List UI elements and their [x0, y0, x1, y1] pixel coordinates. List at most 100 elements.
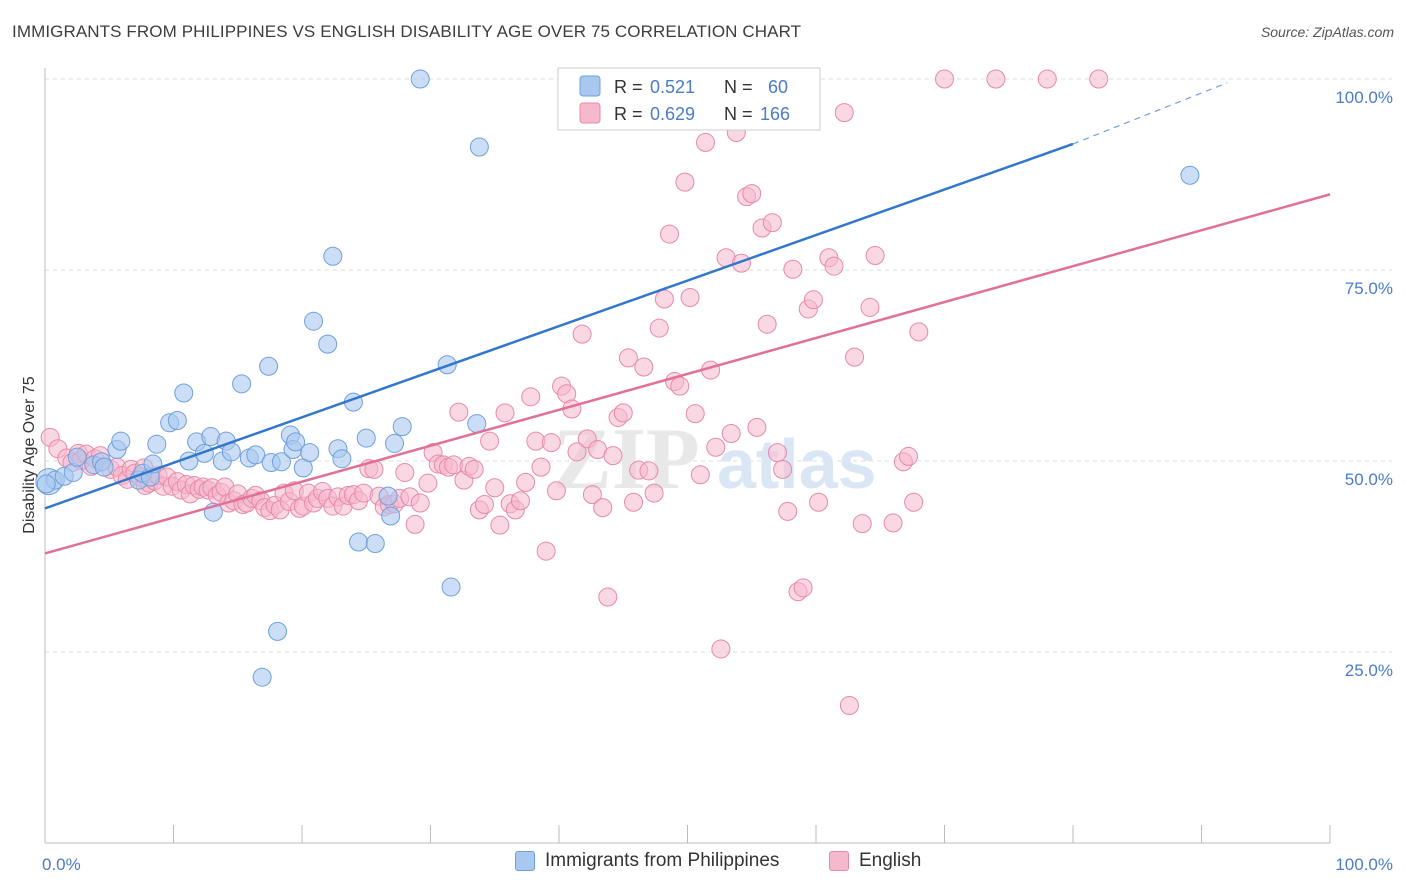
english-points [40, 69, 1109, 715]
english-point [405, 514, 425, 534]
stats-swatch-blue [579, 75, 601, 97]
english-point [711, 639, 731, 659]
y-tick-label-0: 25.0% [1345, 661, 1393, 680]
english-point [1089, 69, 1109, 89]
legend-label-english: English [859, 850, 922, 871]
philippines-point [232, 374, 252, 394]
philippines-point [469, 137, 489, 157]
english-trend-line [44, 193, 1331, 555]
watermark-atlas: atlas [717, 425, 877, 503]
english-point [809, 492, 829, 512]
stats-n-label-blue: N = [724, 77, 753, 97]
english-point [860, 297, 880, 317]
philippines-trend-line [44, 142, 1074, 510]
english-point [899, 446, 919, 466]
english-point [395, 462, 415, 482]
english-point [778, 501, 798, 521]
english-point [852, 514, 872, 534]
philippines-point [252, 667, 272, 687]
philippines-point [318, 334, 338, 354]
english-point [1037, 69, 1057, 89]
english-point [624, 492, 644, 512]
english-point [649, 318, 669, 338]
english-point [803, 290, 823, 310]
stats-r-label-blue: R = [614, 77, 643, 97]
philippines-point [271, 452, 291, 472]
philippines-point [300, 443, 320, 463]
y-tick-label-1: 50.0% [1345, 470, 1393, 489]
english-point [690, 465, 710, 485]
english-point [634, 357, 654, 377]
english-point [593, 498, 613, 518]
english-point [531, 457, 551, 477]
english-point [521, 387, 541, 407]
trend-lines [44, 82, 1331, 555]
x-tick-label-100: 100.0% [1335, 855, 1393, 874]
legend-swatch-philippines [515, 851, 535, 871]
philippines-point [349, 532, 369, 552]
english-point [354, 483, 374, 503]
english-point [660, 224, 680, 244]
english-point [598, 587, 618, 607]
chart-title: IMMIGRANTS FROM PHILIPPINES VS ENGLISH D… [12, 22, 802, 41]
philippines-point [194, 443, 214, 463]
english-point [495, 403, 515, 423]
english-point [747, 417, 767, 437]
english-point [510, 491, 530, 511]
philippines-point [259, 356, 279, 376]
english-point [613, 403, 633, 423]
english-point [824, 256, 844, 276]
philippines-point [94, 457, 114, 477]
philippines-point [332, 449, 352, 469]
english-point [762, 213, 782, 233]
stats-legend-box [557, 67, 821, 131]
english-point [485, 478, 505, 498]
philippines-point [410, 69, 430, 89]
stats-r-label-pink: R = [614, 104, 643, 124]
philippines-point [286, 432, 306, 452]
english-point [695, 132, 715, 152]
english-point [845, 347, 865, 367]
philippines-point [174, 383, 194, 403]
english-point [618, 348, 638, 368]
x-tick-label-0: 0.0% [42, 855, 81, 874]
philippines-point [246, 445, 266, 465]
english-point [742, 184, 762, 204]
english-point [474, 495, 494, 515]
english-point [839, 695, 859, 715]
philippines-point [1180, 165, 1200, 185]
english-point [706, 437, 726, 457]
stats-n-label-pink: N = [724, 104, 753, 124]
philippines-point [67, 447, 87, 467]
english-point [685, 404, 705, 424]
english-point [410, 493, 430, 513]
philippines-trend-extension [1072, 82, 1228, 145]
axes [44, 68, 1331, 844]
philippines-point [304, 311, 324, 331]
english-point [654, 289, 674, 309]
philippines-point [147, 434, 167, 454]
english-point [865, 245, 885, 265]
y-tick-label-3: 100.0% [1335, 88, 1393, 107]
legend-label-philippines: Immigrants from Philippines [545, 850, 780, 871]
philippines-point [385, 433, 405, 453]
english-point [904, 492, 924, 512]
english-point [783, 259, 803, 279]
english-point [773, 459, 793, 479]
watermark: ZIP atlas [553, 411, 877, 508]
english-point [883, 513, 903, 533]
stats-legend: R = 0.521 N = 60 R = 0.629 N = 166 [557, 67, 821, 131]
english-point [464, 459, 484, 479]
english-point [541, 433, 561, 453]
english-point [757, 314, 777, 334]
english-point [567, 442, 587, 462]
legend-swatch-english [829, 851, 849, 871]
philippines-point [381, 506, 401, 526]
philippines-point [111, 431, 131, 451]
english-point [516, 472, 536, 492]
philippines-point [36, 474, 56, 494]
stats-r-value-pink: 0.629 [650, 104, 695, 124]
chart-source: Source: ZipAtlas.com [1260, 24, 1394, 40]
stats-n-value-blue: 60 [768, 77, 788, 97]
y-tick-label-2: 75.0% [1345, 279, 1393, 298]
